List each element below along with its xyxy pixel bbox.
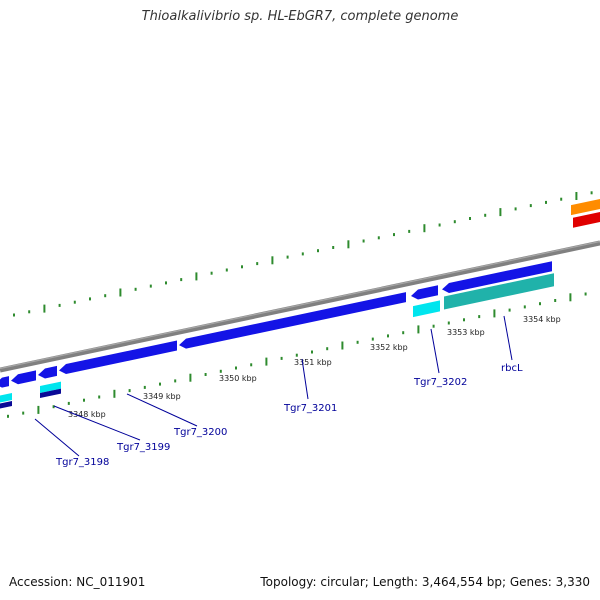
position-labels: 3348 kbp 3349 kbp 3350 kbp 3351 kbp 3352…	[68, 315, 561, 419]
genome-title: Thioalkalivibrio sp. HL-EbGR7, complete …	[141, 9, 459, 24]
gene-labels: Tgr7_3198 Tgr7_3199 Tgr7_3200 Tgr7_3201 …	[55, 363, 523, 468]
gene-arrow[interactable]	[0, 376, 9, 388]
position-label: 3349 kbp	[143, 392, 181, 401]
position-label: 3353 kbp	[447, 328, 485, 337]
leader-line	[301, 358, 309, 400]
gene-label-tgr7-3199[interactable]: Tgr7_3199	[116, 442, 170, 453]
leader-line	[126, 393, 198, 427]
inner-tick-row	[7, 292, 587, 418]
rna-feature[interactable]	[444, 273, 554, 310]
position-label: 3354 kbp	[523, 315, 561, 324]
position-label: 3351 kbp	[294, 358, 332, 367]
gene-label-leaders	[34, 315, 513, 457]
leader-line	[34, 418, 80, 457]
gene-arrow[interactable]	[442, 261, 552, 293]
leader-line	[430, 328, 440, 374]
rna-feature[interactable]	[413, 300, 440, 318]
other-feature[interactable]	[573, 210, 600, 228]
gene-arrow[interactable]	[59, 340, 177, 375]
gene-label-tgr7-3198[interactable]: Tgr7_3198	[55, 457, 109, 468]
leader-line	[503, 315, 513, 361]
genome-summary-text: Topology: circular; Length: 3,464,554 bp…	[260, 575, 590, 589]
genome-backbone	[0, 240, 600, 373]
gene-arrow[interactable]	[411, 285, 438, 300]
gene-arrow[interactable]	[38, 365, 57, 379]
position-label: 3348 kbp	[68, 410, 106, 419]
rna-feature[interactable]	[0, 393, 12, 403]
gene-track	[0, 197, 600, 409]
outer-tick-row	[13, 191, 593, 317]
gene-label-tgr7-3202[interactable]: Tgr7_3202	[413, 377, 467, 388]
gene-label-tgr7-3200[interactable]: Tgr7_3200	[173, 427, 227, 438]
other-feature[interactable]	[571, 197, 600, 216]
gene-label-rbcl[interactable]: rbcL	[501, 363, 523, 374]
genome-backbone-highlight	[0, 240, 600, 370]
gene-label-tgr7-3201[interactable]: Tgr7_3201	[283, 403, 337, 414]
rna-feature[interactable]	[40, 388, 61, 398]
leader-line	[53, 405, 141, 441]
rna-feature[interactable]	[0, 401, 12, 409]
gene-arrow[interactable]	[11, 370, 36, 385]
gene-arrow[interactable]	[179, 292, 406, 349]
position-label: 3350 kbp	[219, 374, 257, 383]
position-label: 3352 kbp	[370, 343, 408, 352]
rna-feature[interactable]	[40, 381, 61, 393]
accession-text: Accession: NC_011901	[9, 575, 146, 589]
